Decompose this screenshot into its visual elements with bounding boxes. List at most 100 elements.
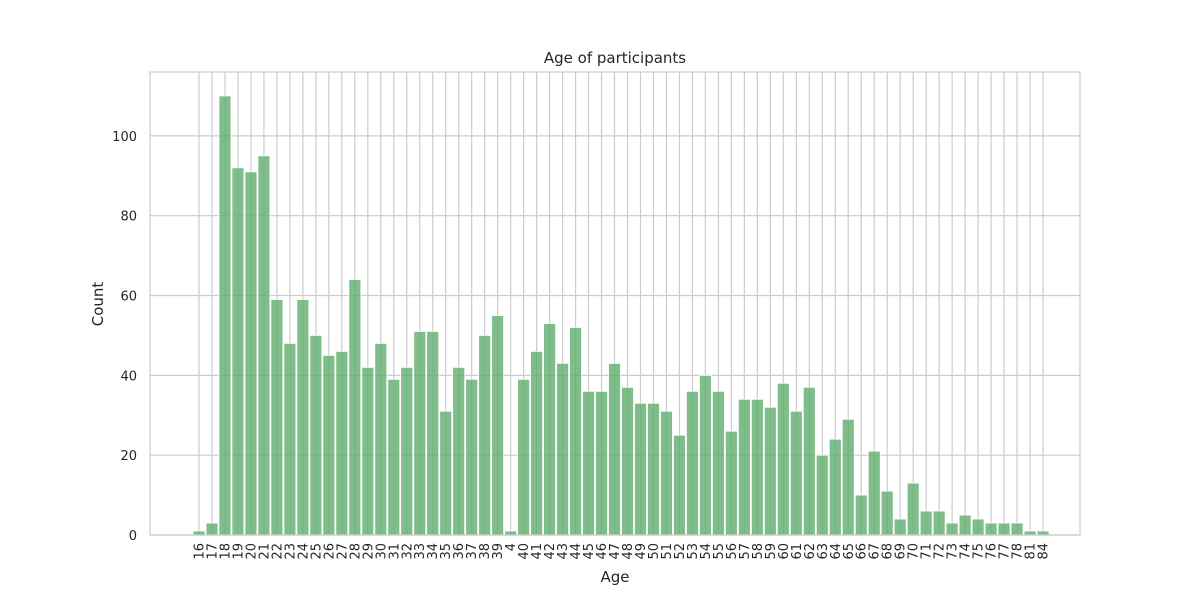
histogram-bar [530, 350, 544, 536]
histogram-bar [309, 335, 323, 536]
histogram-bar [452, 366, 466, 536]
histogram-bar [322, 354, 336, 536]
x-tick-label: 29 [361, 543, 376, 560]
y-axis-label: Count [89, 282, 107, 327]
histogram-bar [231, 167, 245, 536]
histogram-bar [556, 362, 569, 536]
histogram-bar [491, 315, 505, 536]
histogram-bar [413, 331, 427, 536]
x-tick-label: 68 [881, 543, 896, 560]
histogram-bar [686, 390, 699, 536]
histogram-bar [854, 494, 868, 536]
histogram-bar [789, 410, 803, 536]
histogram-bar [776, 382, 790, 536]
x-tick-label: 57 [738, 543, 753, 560]
histogram-bar [906, 482, 920, 536]
x-tick-label: 37 [465, 543, 480, 560]
x-tick-label: 40 [517, 543, 532, 560]
histogram-bar [712, 390, 725, 536]
y-tick-label: 100 [112, 130, 137, 145]
x-tick-label: 20 [244, 543, 259, 560]
histogram-bar [867, 450, 881, 536]
x-tick-label: 34 [426, 543, 441, 560]
x-tick-label: 61 [790, 543, 805, 560]
histogram-bar [296, 299, 310, 536]
histogram-bar [387, 378, 401, 536]
x-tick-label: 43 [556, 543, 571, 560]
histogram-bar [737, 398, 751, 536]
histogram-bar [218, 95, 232, 536]
x-tick-label: 30 [374, 543, 389, 560]
histogram-bar [880, 490, 894, 536]
x-tick-label: 27 [335, 543, 350, 560]
x-tick-label: 44 [569, 543, 584, 560]
x-tick-label: 46 [595, 543, 610, 560]
histogram-bar [621, 386, 634, 536]
y-tick-label: 60 [120, 290, 137, 305]
histogram-bar [997, 522, 1011, 536]
histogram-bar [932, 510, 946, 536]
histogram-bar [348, 279, 362, 536]
x-tick-label: 76 [985, 543, 1000, 560]
plot-frame [149, 71, 1081, 536]
histogram-bar [257, 155, 271, 536]
histogram-bar [958, 514, 972, 536]
bar-layer [192, 95, 1050, 536]
x-tick-label: 63 [816, 543, 831, 560]
histogram-bar [478, 335, 492, 536]
x-tick-label: 22 [270, 543, 285, 560]
x-tick-label: 41 [530, 543, 545, 560]
y-tick-label: 20 [120, 449, 137, 464]
x-tick-label: 16 [193, 543, 208, 560]
x-tick-label: 48 [621, 543, 636, 560]
x-tick-label: 84 [1037, 543, 1052, 560]
histogram-bar [763, 406, 777, 536]
x-tick-label: 35 [439, 543, 454, 560]
x-tick-label: 23 [283, 543, 298, 560]
x-tick-label: 60 [777, 543, 792, 560]
histogram-bar [543, 323, 556, 536]
histogram-bar [582, 390, 595, 536]
x-tick-label: 50 [647, 543, 662, 560]
x-tick-label: 52 [673, 543, 688, 560]
x-tick-label: 62 [803, 543, 818, 560]
histogram-bar [244, 171, 258, 536]
x-tick-label: 71 [920, 543, 935, 560]
x-tick-label: 69 [894, 543, 909, 560]
x-tick-label: 32 [400, 543, 415, 560]
histogram-bar [270, 299, 284, 536]
x-tick-label: 75 [972, 543, 987, 560]
x-tick-label: 70 [907, 543, 922, 560]
histogram-bar [815, 454, 829, 536]
x-axis-label: Age [600, 568, 629, 586]
y-tick-label: 40 [120, 369, 137, 384]
histogram-bar [750, 398, 764, 536]
x-tick-label: 42 [543, 543, 558, 560]
histogram-bar [919, 510, 933, 536]
x-tick-label: 33 [413, 543, 428, 560]
x-tick-label: 47 [608, 543, 623, 560]
histogram-bar [426, 331, 440, 536]
x-tick-label: 39 [491, 543, 506, 560]
histogram-bar [361, 366, 375, 536]
x-tick-label: 45 [582, 543, 597, 560]
histogram-bar [205, 522, 219, 536]
x-tick-label: 74 [959, 543, 974, 560]
x-tick-label: 73 [946, 543, 961, 560]
y-tick-label: 80 [120, 210, 137, 225]
x-tick-label: 64 [829, 543, 844, 560]
x-tick-label: 56 [725, 543, 740, 560]
histogram-bar [634, 402, 647, 536]
histogram-bar [283, 343, 297, 536]
x-tick-label: 21 [257, 543, 272, 560]
x-tick-label: 25 [309, 543, 324, 560]
x-tick-label: 53 [686, 543, 701, 560]
histogram-bar [400, 366, 414, 536]
histogram-bar [465, 378, 479, 536]
x-tick-label: 81 [1024, 543, 1039, 560]
chart-title: Age of participants [544, 49, 686, 67]
y-tick-labels: 0 20 40 60 80 100 [112, 130, 137, 544]
histogram-bar [1010, 522, 1024, 536]
x-tick-label: 36 [452, 543, 467, 560]
